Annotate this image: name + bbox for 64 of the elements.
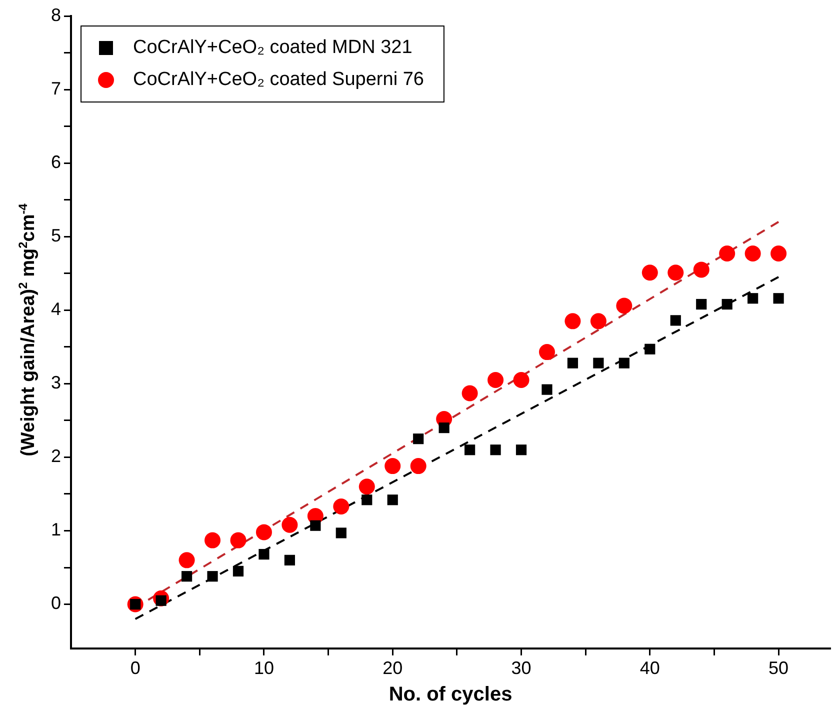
point [387, 494, 398, 506]
y-tick-label: 3 [50, 372, 62, 393]
point [770, 246, 787, 262]
point [773, 293, 784, 304]
x-tick-label: 20 [382, 658, 403, 678]
point [336, 528, 346, 538]
point [693, 262, 710, 278]
x-tick-label: 50 [768, 658, 789, 678]
point [362, 494, 372, 506]
point [644, 344, 656, 354]
x-tick-label: 0 [130, 658, 140, 678]
point [358, 478, 375, 495]
legend-label: CoCrAlY+CeO₂ coated Superni 76 [133, 69, 424, 90]
point [744, 246, 761, 262]
y-tick-label: 6 [50, 152, 62, 172]
point [410, 458, 426, 474]
y-tick-label: 0 [50, 593, 62, 614]
point [564, 313, 581, 330]
point [384, 458, 401, 474]
y-tick-label: 4 [50, 299, 62, 320]
point [668, 264, 684, 281]
point [258, 548, 270, 560]
point [670, 315, 681, 326]
y-tick-label: 7 [50, 78, 62, 99]
x-tick-label: 40 [640, 658, 660, 678]
point [722, 298, 732, 310]
point [513, 372, 530, 388]
point [538, 344, 555, 360]
point [462, 385, 478, 402]
point [232, 566, 244, 576]
point [488, 372, 504, 388]
y-tick-label: 2 [50, 446, 62, 466]
y-tick-label: 1 [50, 520, 62, 540]
point [230, 532, 246, 548]
point [567, 358, 578, 368]
y-tick-label: 5 [50, 226, 62, 246]
point [590, 313, 606, 330]
point [490, 444, 501, 456]
point [516, 444, 527, 456]
point [207, 571, 218, 582]
point [413, 434, 424, 444]
point [719, 246, 736, 262]
point [542, 384, 552, 395]
point [310, 520, 321, 531]
x-tick-label: 10 [254, 658, 274, 678]
point [642, 264, 658, 281]
point [333, 498, 350, 514]
legend-label: CoCrAlY+CeO₂ coated MDN 321 [133, 37, 412, 58]
point [181, 571, 192, 582]
x-axis-title: No. of cycles [388, 684, 512, 706]
point [284, 554, 296, 566]
point [696, 298, 707, 310]
point [748, 293, 758, 304]
point [464, 444, 476, 456]
point [256, 524, 272, 540]
point [438, 422, 450, 434]
point [204, 532, 221, 548]
point [282, 516, 298, 533]
x-tick-label: 30 [511, 658, 532, 678]
y-tick-label: 8 [50, 4, 62, 25]
point [618, 358, 630, 368]
point [178, 552, 195, 568]
point [593, 358, 604, 368]
point [616, 298, 632, 314]
